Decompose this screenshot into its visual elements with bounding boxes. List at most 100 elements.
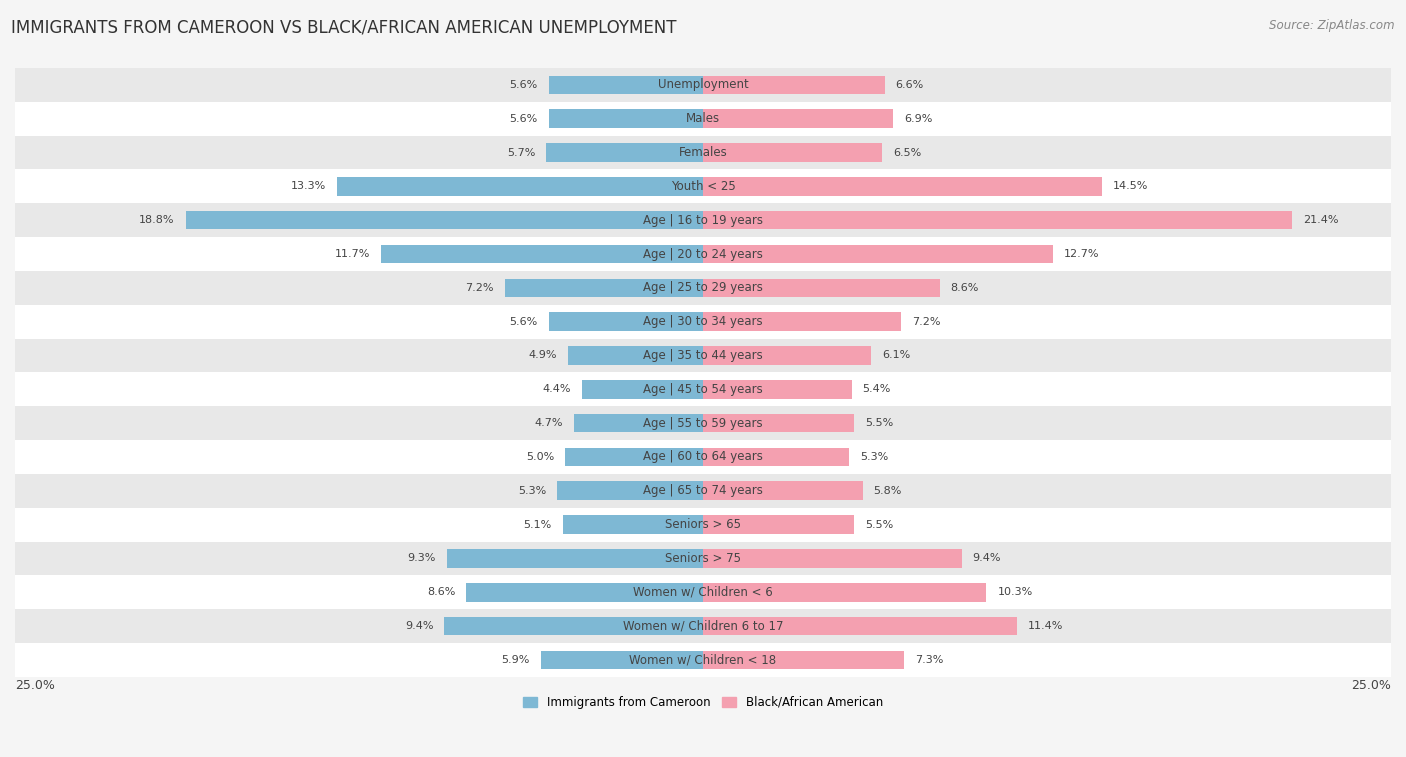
Text: 10.3%: 10.3% [997,587,1033,597]
Text: 5.6%: 5.6% [509,80,538,90]
Bar [562,516,703,534]
Text: 7.3%: 7.3% [915,655,943,665]
Text: 5.3%: 5.3% [517,486,546,496]
Text: 18.8%: 18.8% [139,215,174,225]
Text: Youth < 25: Youth < 25 [671,180,735,193]
Bar [15,575,1391,609]
Text: Age | 35 to 44 years: Age | 35 to 44 years [643,349,763,362]
Text: Seniors > 75: Seniors > 75 [665,552,741,565]
Bar [15,170,1391,204]
Text: Women w/ Children 6 to 17: Women w/ Children 6 to 17 [623,619,783,633]
Bar [703,211,1292,229]
Bar [15,508,1391,541]
Bar [548,313,703,331]
Text: Age | 30 to 34 years: Age | 30 to 34 years [643,315,763,329]
Text: 5.5%: 5.5% [865,418,894,428]
Bar [15,643,1391,677]
Bar [444,617,703,635]
Bar [546,143,703,162]
Text: 9.3%: 9.3% [408,553,436,563]
Text: Source: ZipAtlas.com: Source: ZipAtlas.com [1270,19,1395,32]
Bar [447,549,703,568]
Text: 6.5%: 6.5% [893,148,921,157]
Bar [15,474,1391,508]
Bar [574,414,703,432]
Text: 7.2%: 7.2% [465,283,494,293]
Text: 7.2%: 7.2% [912,316,941,327]
Text: IMMIGRANTS FROM CAMEROON VS BLACK/AFRICAN AMERICAN UNEMPLOYMENT: IMMIGRANTS FROM CAMEROON VS BLACK/AFRICA… [11,19,676,37]
Bar [703,583,987,602]
Text: Age | 20 to 24 years: Age | 20 to 24 years [643,248,763,260]
Text: 11.7%: 11.7% [335,249,370,259]
Bar [15,136,1391,170]
Text: Females: Females [679,146,727,159]
Bar [582,380,703,399]
Bar [337,177,703,195]
Bar [568,346,703,365]
Text: Age | 65 to 74 years: Age | 65 to 74 years [643,484,763,497]
Legend: Immigrants from Cameroon, Black/African American: Immigrants from Cameroon, Black/African … [519,691,887,714]
Bar [703,650,904,669]
Text: 9.4%: 9.4% [405,621,433,631]
Bar [15,440,1391,474]
Text: 8.6%: 8.6% [427,587,456,597]
Text: Age | 60 to 64 years: Age | 60 to 64 years [643,450,763,463]
Bar [15,204,1391,237]
Bar [703,76,884,94]
Bar [703,516,855,534]
Text: 25.0%: 25.0% [15,678,55,691]
Bar [186,211,703,229]
Text: 9.4%: 9.4% [973,553,1001,563]
Text: 5.1%: 5.1% [523,519,551,530]
Text: 5.4%: 5.4% [863,385,891,394]
Bar [703,245,1053,263]
Bar [703,279,939,298]
Text: 5.5%: 5.5% [865,519,894,530]
Text: 4.9%: 4.9% [529,350,557,360]
Bar [703,380,852,399]
Bar [15,68,1391,101]
Bar [557,481,703,500]
Bar [548,110,703,128]
Bar [15,609,1391,643]
Bar [541,650,703,669]
Bar [15,372,1391,407]
Text: Seniors > 65: Seniors > 65 [665,518,741,531]
Bar [381,245,703,263]
Text: 6.6%: 6.6% [896,80,924,90]
Text: Age | 16 to 19 years: Age | 16 to 19 years [643,213,763,226]
Text: 5.3%: 5.3% [860,452,889,462]
Bar [15,305,1391,338]
Text: 21.4%: 21.4% [1303,215,1339,225]
Bar [15,338,1391,372]
Text: 5.8%: 5.8% [873,486,903,496]
Text: 5.0%: 5.0% [526,452,554,462]
Text: 5.6%: 5.6% [509,114,538,123]
Text: Males: Males [686,112,720,125]
Text: 4.7%: 4.7% [534,418,562,428]
Bar [703,177,1102,195]
Bar [703,110,893,128]
Text: Age | 45 to 54 years: Age | 45 to 54 years [643,383,763,396]
Bar [467,583,703,602]
Text: 5.7%: 5.7% [506,148,536,157]
Text: 4.4%: 4.4% [543,385,571,394]
Bar [703,346,870,365]
Text: 13.3%: 13.3% [291,182,326,192]
Bar [703,549,962,568]
Bar [15,407,1391,440]
Text: Age | 25 to 29 years: Age | 25 to 29 years [643,282,763,294]
Text: 5.6%: 5.6% [509,316,538,327]
Bar [703,617,1017,635]
Bar [15,271,1391,305]
Text: 14.5%: 14.5% [1114,182,1149,192]
Bar [703,143,882,162]
Text: 11.4%: 11.4% [1028,621,1063,631]
Bar [565,447,703,466]
Bar [703,414,855,432]
Text: 8.6%: 8.6% [950,283,979,293]
Bar [15,101,1391,136]
Bar [15,237,1391,271]
Bar [703,447,849,466]
Text: Women w/ Children < 18: Women w/ Children < 18 [630,653,776,666]
